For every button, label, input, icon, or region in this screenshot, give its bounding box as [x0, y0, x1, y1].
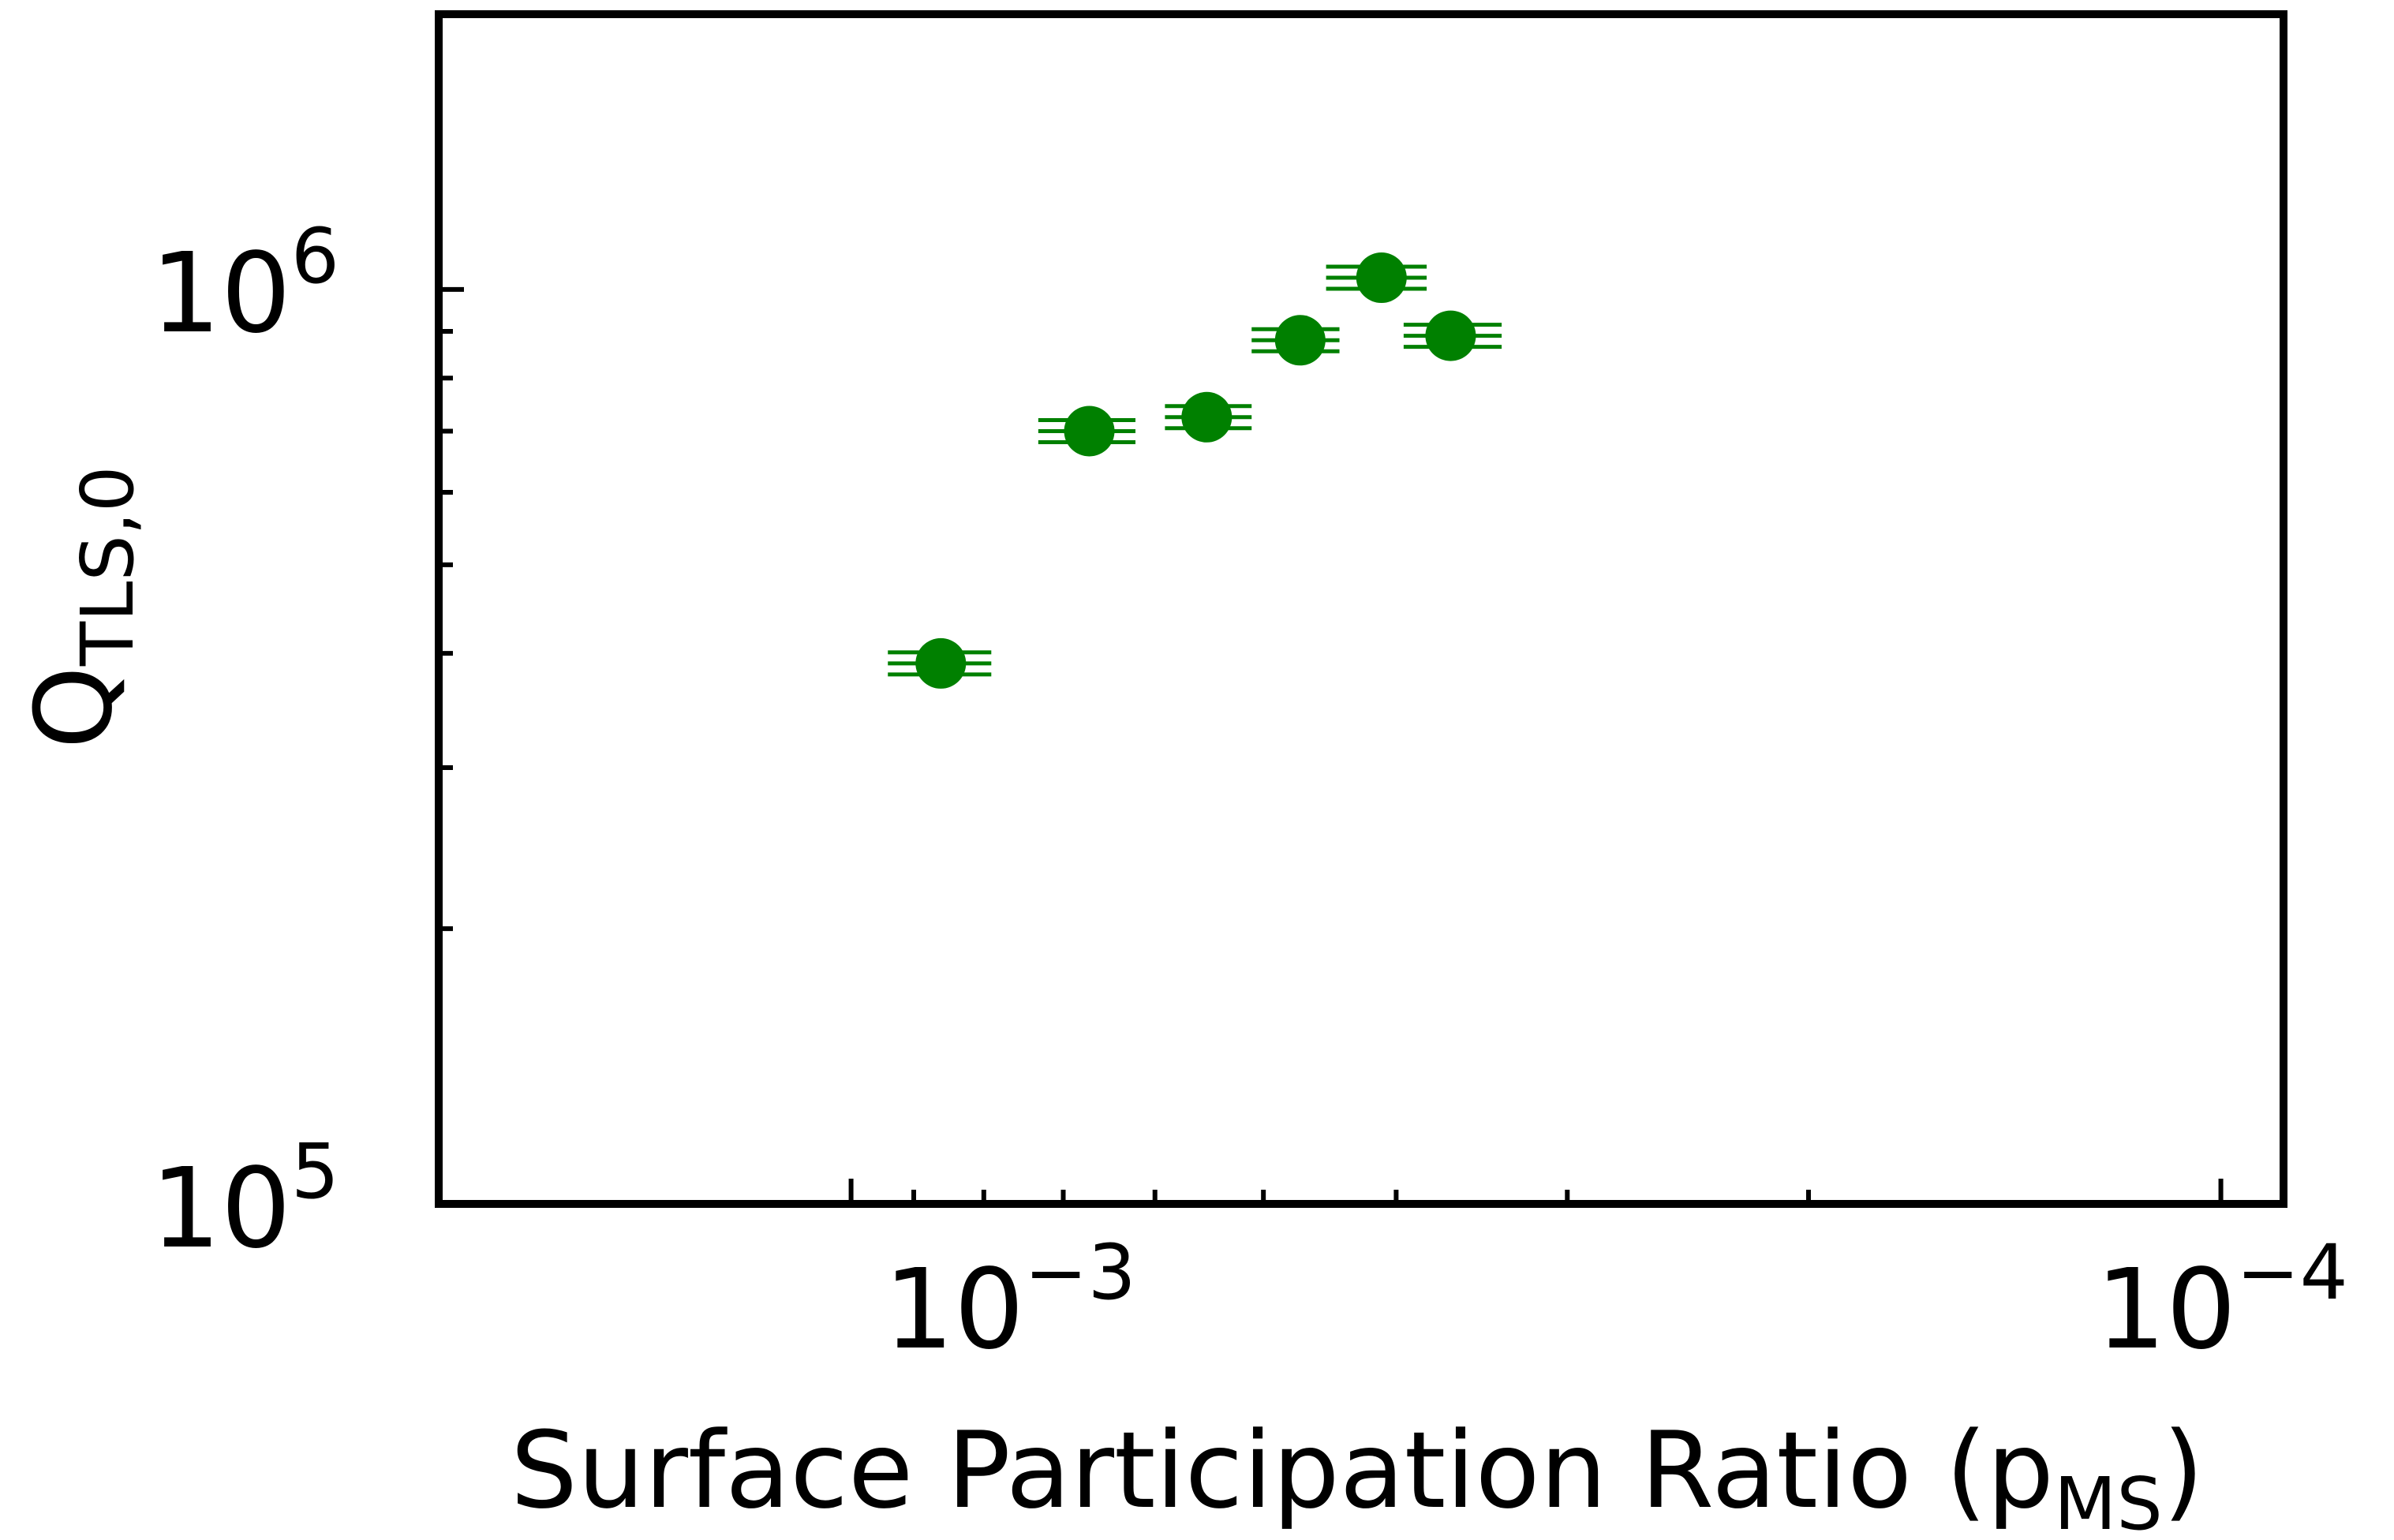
data-point-1	[888, 637, 992, 689]
data-points	[888, 252, 1502, 689]
data-point-4	[1251, 315, 1340, 366]
marker	[1425, 310, 1476, 361]
x-tick-label-1e-3: 10−3	[884, 1228, 1136, 1374]
plot-frame	[435, 10, 2287, 1208]
data-point-3	[1165, 391, 1252, 443]
x-axis-label: Surface Participation Ratio (pMS)	[511, 1409, 2204, 1540]
x-tick-label-1e-4: 10−4	[2096, 1228, 2348, 1374]
y-axis-label: QTLS,0	[13, 465, 150, 749]
data-point-2	[1038, 406, 1135, 457]
marker	[1181, 391, 1233, 443]
data-point-5	[1326, 252, 1427, 304]
marker	[1274, 315, 1326, 366]
marker	[1064, 406, 1115, 457]
y-tick-label-1e6: 106	[151, 212, 339, 358]
y-tick-label-1e5: 105	[151, 1127, 339, 1273]
axis-ticks	[436, 12, 2286, 1206]
marker	[1356, 252, 1407, 304]
marker	[915, 637, 967, 689]
data-point-6	[1403, 310, 1502, 361]
